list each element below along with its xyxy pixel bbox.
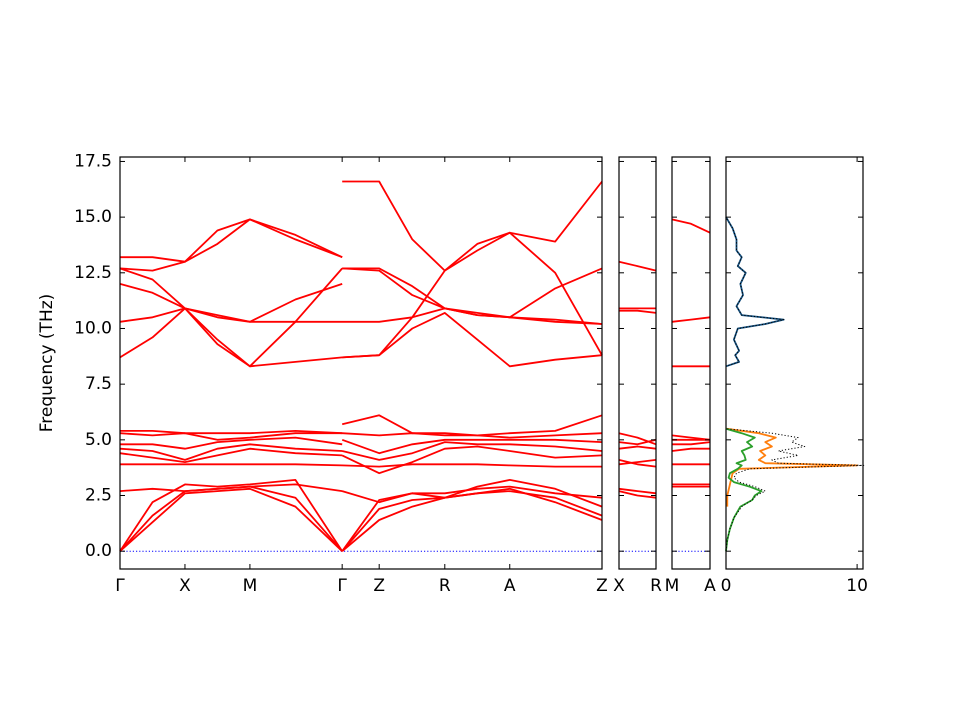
- y-tick-label: 2.5: [85, 486, 112, 506]
- axes-frame: [671, 156, 711, 570]
- series-line: [618, 432, 657, 446]
- series-line: [119, 479, 603, 552]
- series-line: [119, 267, 603, 323]
- x-tick-label: X: [613, 576, 625, 596]
- x-tick-label: 0: [721, 576, 732, 596]
- series-line: [119, 441, 603, 461]
- series-line: [618, 445, 657, 450]
- series-line: [725, 216, 785, 368]
- series-line: [119, 267, 603, 368]
- x-tick-label: R: [439, 576, 451, 596]
- series-line: [618, 487, 657, 495]
- y-tick-label: 12.5: [74, 263, 112, 283]
- series-line: [671, 218, 711, 234]
- series-line: [119, 432, 603, 441]
- x-tick-label: Z: [373, 576, 385, 596]
- x-tick-label: 10: [846, 576, 868, 596]
- x-tick-label: Γ: [337, 576, 347, 596]
- series-line: [119, 445, 603, 475]
- y-tick-label: 5.0: [85, 430, 112, 450]
- x-tick-label: M: [665, 576, 680, 596]
- x-tick-label: A: [704, 576, 716, 596]
- axes-frame: [119, 156, 603, 570]
- series-line: [119, 487, 603, 552]
- series-line: [618, 490, 657, 499]
- series-line: [120, 180, 603, 272]
- series-line: [672, 441, 711, 446]
- series-line: [725, 427, 763, 552]
- series-line: [618, 260, 657, 272]
- x-tick-label: Γ: [115, 576, 125, 596]
- x-tick-label: X: [179, 576, 191, 596]
- series-line: [671, 316, 711, 323]
- x-tick-label: Z: [596, 576, 608, 596]
- y-tick-label: 7.5: [85, 374, 112, 394]
- series-line: [119, 483, 603, 504]
- axes-frame: [618, 156, 657, 570]
- axes-frame: [725, 156, 864, 570]
- series-line: [120, 414, 603, 437]
- series-line: [119, 218, 603, 359]
- series-line: [671, 434, 711, 441]
- series-line: [119, 307, 603, 368]
- x-tick-label: M: [243, 576, 258, 596]
- series-line: [120, 463, 602, 468]
- series-line: [618, 459, 657, 466]
- y-tick-label: 17.5: [74, 151, 112, 171]
- x-tick-label: A: [504, 576, 516, 596]
- series-line: [618, 459, 657, 468]
- y-tick-label: 0.0: [85, 541, 112, 561]
- y-tick-label: 10.0: [74, 318, 112, 338]
- x-tick-label: R: [650, 576, 662, 596]
- series-line: [725, 427, 858, 507]
- series-line: [120, 436, 603, 455]
- y-axis-label: Frequency (THz): [37, 294, 57, 433]
- series-line: [671, 447, 710, 452]
- series-line: [725, 216, 865, 552]
- y-tick-label: 15.0: [74, 207, 112, 227]
- series-line: [619, 309, 657, 314]
